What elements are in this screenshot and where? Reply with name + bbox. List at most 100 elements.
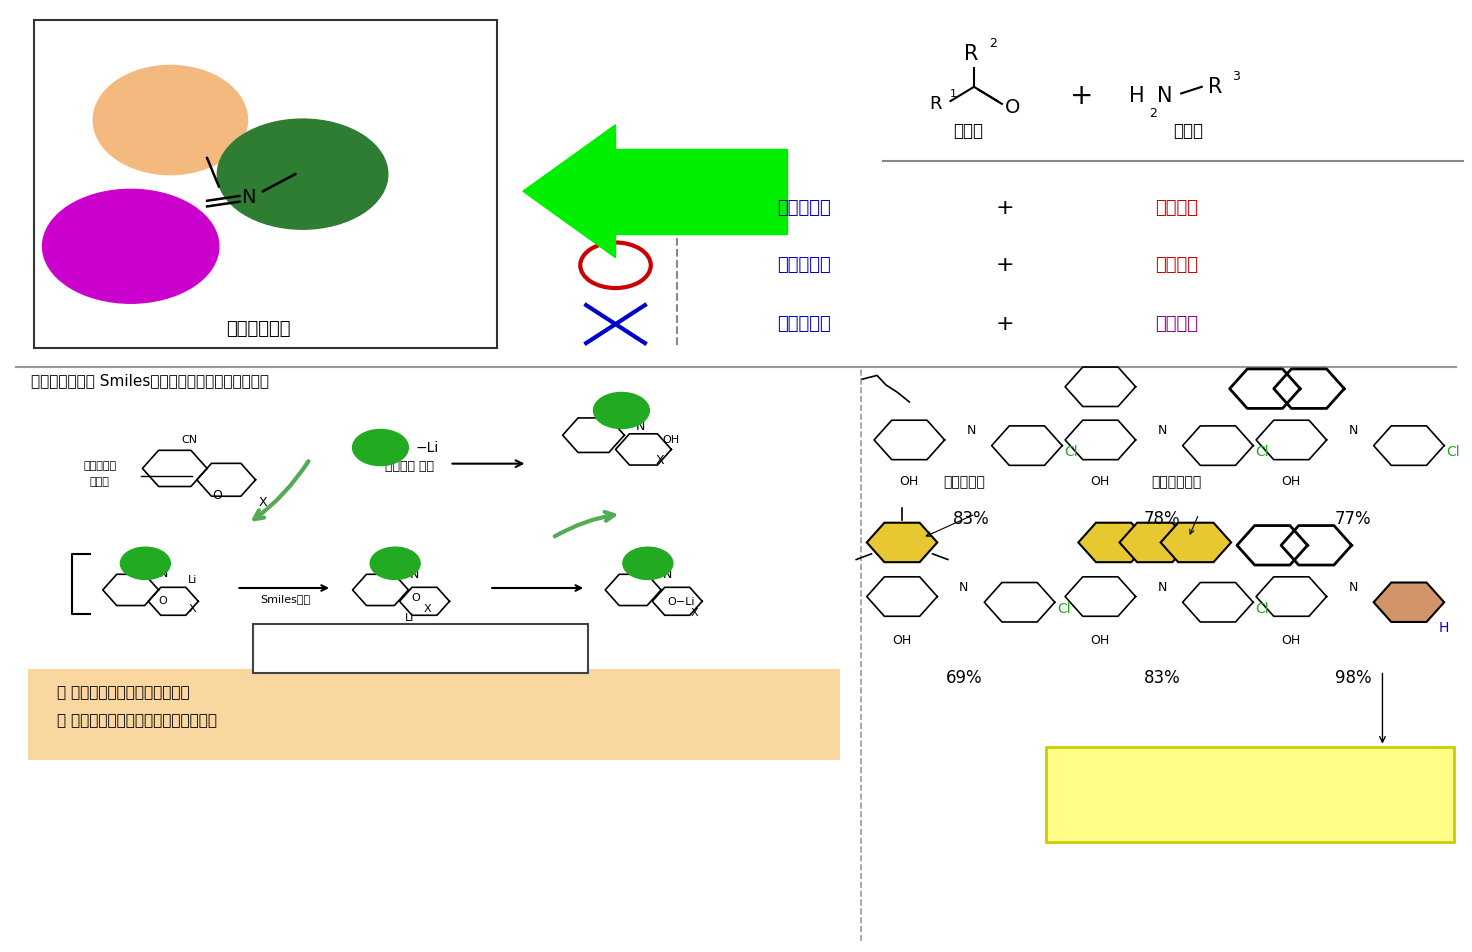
Text: N: N	[1157, 581, 1167, 593]
Text: 電子豊富: 電子豊富	[1156, 256, 1198, 274]
Text: N: N	[241, 188, 256, 208]
Text: R: R	[964, 44, 979, 64]
Text: R: R	[617, 406, 626, 415]
Circle shape	[369, 547, 420, 580]
Text: +: +	[1070, 82, 1092, 110]
Polygon shape	[867, 523, 938, 563]
Text: X: X	[424, 604, 431, 614]
Text: R: R	[377, 443, 384, 452]
Ellipse shape	[93, 66, 247, 174]
Text: +: +	[995, 198, 1014, 218]
Text: R: R	[645, 558, 652, 568]
Text: 置換基: 置換基	[90, 477, 110, 486]
Polygon shape	[523, 125, 615, 258]
Text: アントリル基: アントリル基	[1151, 476, 1203, 489]
Text: +: +	[995, 255, 1014, 275]
Text: Cl: Cl	[1064, 446, 1078, 459]
Text: 室温、１ 時間: 室温、１ 時間	[386, 460, 434, 473]
Text: 芳香環での反応: 芳香環での反応	[1220, 797, 1279, 810]
Text: N: N	[1348, 424, 1357, 437]
Text: 83%: 83%	[1144, 669, 1181, 687]
Text: N: N	[662, 568, 671, 582]
Text: O: O	[212, 489, 222, 503]
Text: X: X	[655, 454, 664, 467]
Text: Smiles転位: Smiles転位	[261, 594, 311, 605]
Text: N: N	[409, 568, 420, 582]
Text: メシチル基: メシチル基	[942, 476, 985, 489]
Text: O: O	[1004, 98, 1020, 117]
Polygon shape	[1160, 523, 1231, 563]
Circle shape	[121, 547, 171, 580]
Text: 1: 1	[949, 89, 957, 99]
Text: N: N	[967, 424, 976, 437]
Text: 嵩の大きい: 嵩の大きい	[777, 256, 830, 274]
Text: N: N	[960, 581, 969, 593]
Text: O: O	[159, 596, 168, 606]
Text: Cl: Cl	[1057, 602, 1070, 616]
Text: R: R	[1209, 77, 1222, 97]
Text: 嵩の大きい: 嵩の大きい	[777, 315, 830, 333]
Text: −Li: −Li	[415, 441, 439, 454]
Text: H: H	[1129, 87, 1145, 107]
Text: 本手法の特徴: 本手法の特徴	[393, 642, 447, 656]
Text: 嵩の小さい: 嵩の小さい	[777, 199, 830, 217]
Text: 電子求引性: 電子求引性	[84, 462, 116, 471]
Text: 78%: 78%	[1144, 509, 1181, 527]
FancyBboxPatch shape	[34, 20, 496, 347]
Text: 電子不足: 電子不足	[1156, 315, 1198, 333]
Ellipse shape	[43, 189, 219, 304]
Text: 83%: 83%	[952, 509, 989, 527]
Text: 開発した手法（ Smiles転位を介するケチミン合成）: 開発した手法（ Smiles転位を介するケチミン合成）	[31, 373, 269, 388]
Text: OH: OH	[1091, 634, 1110, 646]
Text: Cl: Cl	[1256, 446, 1269, 459]
Text: Li: Li	[188, 575, 197, 585]
Text: N: N	[1157, 87, 1173, 107]
Circle shape	[623, 547, 673, 580]
Text: N: N	[1348, 581, 1357, 593]
Text: N: N	[1157, 424, 1167, 437]
FancyBboxPatch shape	[253, 625, 587, 673]
Text: ケトン: ケトン	[954, 123, 983, 141]
Text: X: X	[188, 604, 196, 614]
FancyBboxPatch shape	[28, 668, 841, 760]
Text: ケチミン構造: ケチミン構造	[227, 320, 291, 338]
Text: Li: Li	[405, 613, 415, 624]
Text: N: N	[159, 567, 168, 581]
Circle shape	[218, 119, 387, 229]
Text: R: R	[929, 95, 942, 113]
Polygon shape	[1120, 523, 1189, 563]
Text: ・ 温和な条件でのケチミン合成: ・ 温和な条件でのケチミン合成	[57, 684, 190, 700]
Text: 電子豊富: 電子豊富	[1156, 199, 1198, 217]
Text: Cl: Cl	[1446, 446, 1460, 459]
Text: 3: 3	[1232, 69, 1239, 83]
Text: R: R	[141, 558, 149, 568]
Text: +: +	[995, 314, 1014, 334]
Text: O−Li: O−Li	[667, 597, 695, 607]
Polygon shape	[1373, 583, 1444, 622]
Text: OH: OH	[892, 634, 911, 646]
Text: 98%: 98%	[1335, 669, 1372, 687]
Text: OH: OH	[1091, 475, 1110, 488]
Text: CN: CN	[181, 435, 197, 445]
Text: R: R	[392, 558, 399, 568]
Text: 2: 2	[1150, 107, 1157, 120]
Polygon shape	[1079, 523, 1148, 563]
Text: OH: OH	[899, 475, 919, 488]
Text: X: X	[690, 607, 699, 618]
Text: H: H	[1440, 621, 1450, 635]
Text: OH: OH	[1282, 634, 1301, 646]
Text: O: O	[411, 592, 420, 603]
Text: Cl: Cl	[1256, 602, 1269, 616]
Text: アミン: アミン	[1173, 123, 1204, 141]
Text: OH: OH	[1282, 475, 1301, 488]
Circle shape	[593, 392, 649, 428]
FancyBboxPatch shape	[1047, 747, 1454, 843]
Text: OH: OH	[662, 435, 680, 445]
Text: 77%: 77%	[1335, 509, 1372, 527]
Text: ・ 電子不足アニリン由来のケチミン類: ・ 電子不足アニリン由来のケチミン類	[57, 713, 218, 728]
Text: 2: 2	[989, 37, 997, 50]
Text: X: X	[259, 496, 268, 509]
Text: 69%: 69%	[945, 669, 982, 687]
Polygon shape	[611, 149, 788, 234]
Text: 通常、Smiles転位の進行しない: 通常、Smiles転位の進行しない	[1182, 765, 1319, 779]
